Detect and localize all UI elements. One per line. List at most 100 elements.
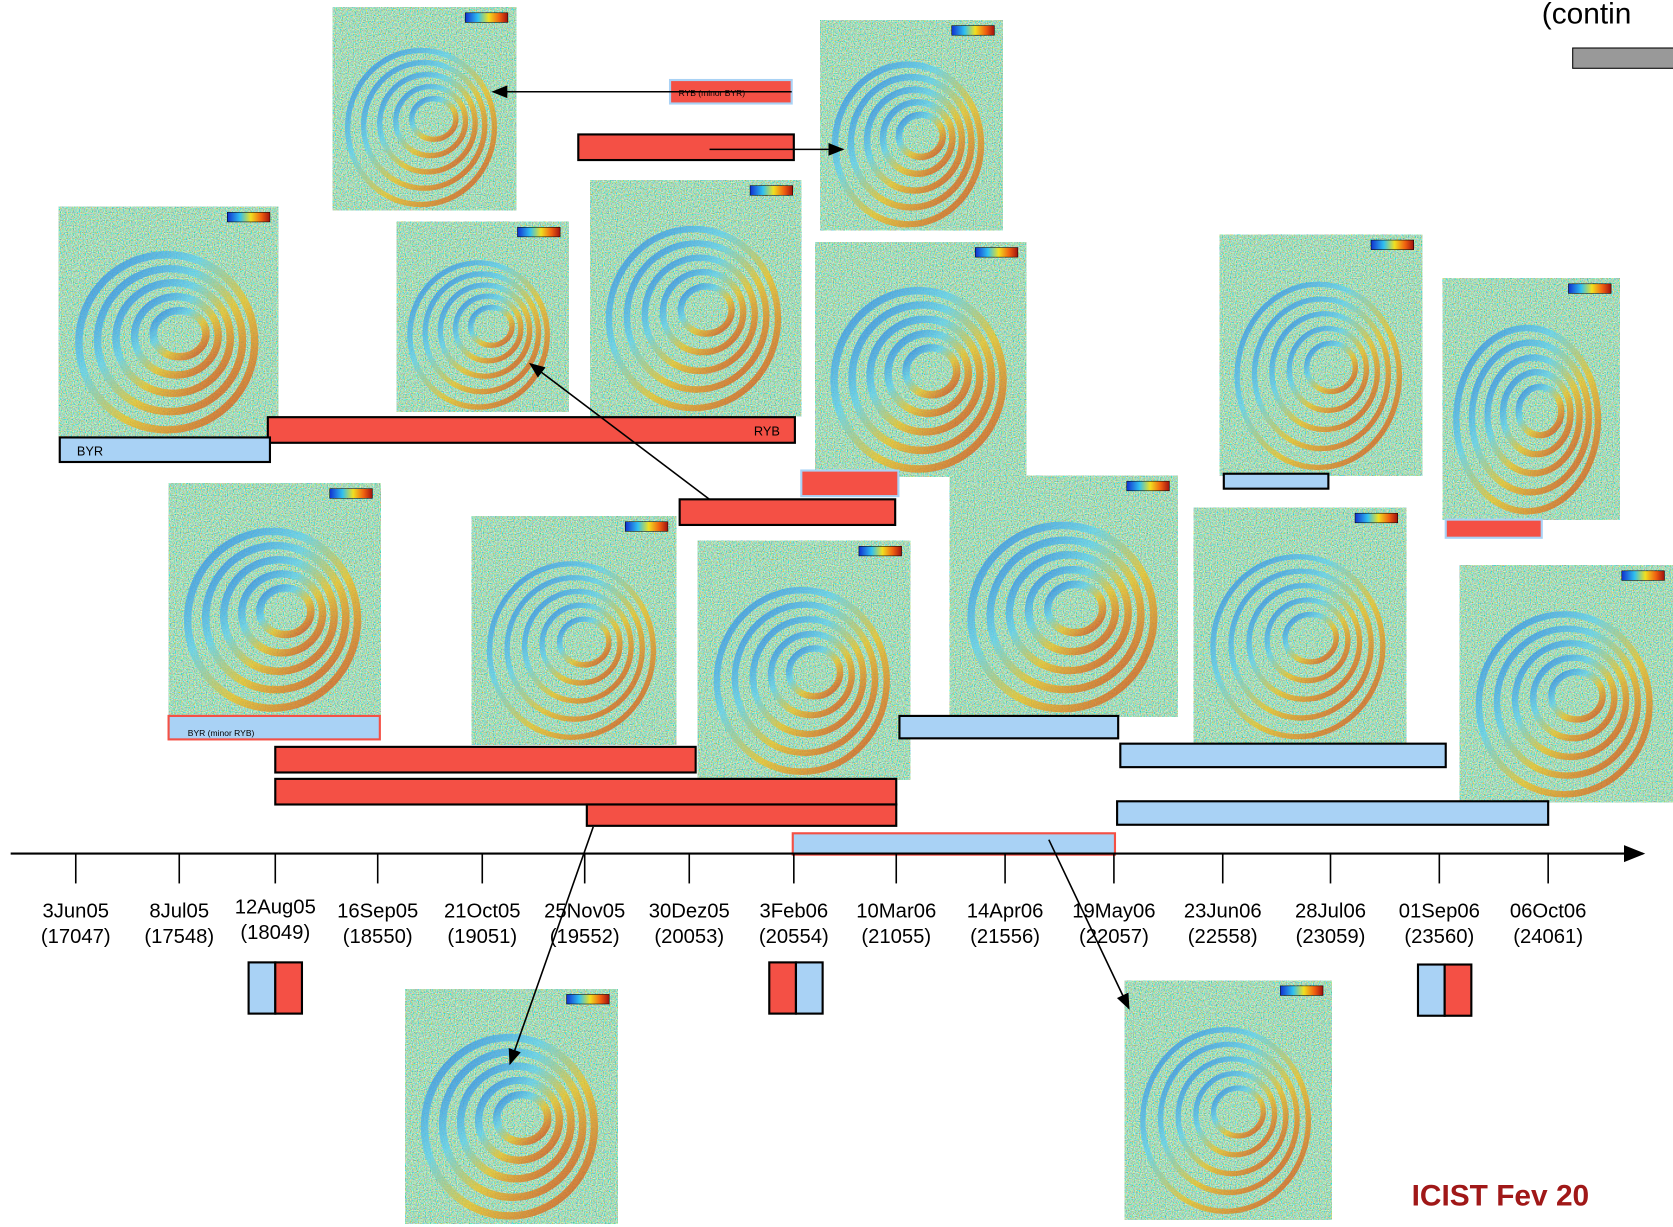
interferogram (1443, 278, 1620, 519)
noise-bg (405, 989, 617, 1224)
interferogram (1125, 981, 1332, 1220)
tick-orbit: (23059) (1296, 926, 1366, 948)
legend-box (796, 962, 823, 1013)
tick-date: 06Oct06 (1510, 901, 1587, 923)
tick-date: 14Apr06 (967, 901, 1044, 923)
legend-box (1418, 965, 1445, 1016)
noise-bg (1194, 508, 1406, 745)
tick-date: 3Feb06 (759, 901, 828, 923)
colorbar (625, 522, 668, 532)
tick-orbit: (20554) (759, 926, 829, 948)
interferogram (815, 242, 1026, 477)
interval-bar (680, 499, 896, 525)
interval-bar (801, 471, 898, 497)
colorbar (567, 994, 610, 1004)
interferogram (698, 541, 910, 780)
interferogram (169, 483, 381, 716)
header-text: (contin (1542, 0, 1632, 30)
tick-date: 30Dez05 (649, 901, 730, 923)
tick-orbit: (18550) (343, 926, 413, 948)
tick-date: 10Mar06 (856, 901, 936, 923)
noise-bg (59, 207, 279, 437)
interferogram (333, 7, 517, 210)
interval-bar (268, 417, 795, 443)
bar-label: RYB (minor BYR) (679, 88, 746, 98)
tick-date: 16Sep05 (337, 901, 418, 923)
tick-date: 01Sep06 (1399, 901, 1480, 923)
arrow (1049, 840, 1129, 1009)
noise-bg (590, 180, 801, 416)
tick-date: 3Jun05 (43, 901, 110, 923)
bar-label: BYR (minor RYB) (188, 728, 255, 738)
interferogram (405, 989, 617, 1224)
noise-bg (698, 541, 910, 780)
interval-bar (793, 833, 1115, 854)
page: {"header":{"text":"(contin"}, "bars":[{"… (0, 0, 1673, 1227)
noise-bg (472, 516, 677, 744)
noise-bg (1125, 981, 1332, 1220)
colorbar (227, 212, 270, 222)
colorbar (1568, 284, 1611, 294)
bar-label: BYR (77, 444, 103, 459)
interval-bar (275, 779, 896, 805)
tick-orbit: (23560) (1404, 926, 1474, 948)
tick-orbit: (21055) (861, 926, 931, 948)
interferogram (820, 20, 1002, 230)
legend-box (769, 962, 796, 1013)
colorbar (1622, 571, 1665, 581)
interferogram (1220, 235, 1423, 476)
slide: RYB (minor BYR) RYB BYR BYR (minor RYB) 3Jun… (0, 0, 1673, 1227)
tick-orbit: (17548) (144, 926, 214, 948)
interferogram (950, 476, 1178, 717)
colorbar (330, 489, 373, 499)
tick-orbit: (18049) (240, 922, 310, 944)
colorbar (859, 546, 902, 556)
interval-bar (1117, 801, 1548, 824)
interferogram (397, 222, 569, 412)
interval-bar (578, 134, 794, 160)
interferogram (472, 516, 677, 744)
tick-orbit: (19051) (447, 926, 517, 948)
legend-box (1445, 965, 1472, 1016)
interferogram (1194, 508, 1406, 745)
tick-date: 25Nov05 (544, 901, 625, 923)
colorbar (517, 227, 560, 237)
tick-date: 8Jul05 (149, 901, 209, 923)
noise-bg (333, 7, 517, 210)
tick-date: 23Jun06 (1184, 901, 1262, 923)
tick-date: 19May06 (1072, 901, 1155, 923)
tick-orbit: (22558) (1188, 926, 1258, 948)
legend-box (275, 962, 302, 1013)
tick-orbit: (20053) (654, 926, 724, 948)
tick-orbit: (21556) (970, 926, 1040, 948)
header-bar (1573, 48, 1673, 68)
colorbar (1127, 481, 1170, 491)
interferogram (59, 207, 279, 437)
colorbar (465, 13, 508, 23)
tick-date: 28Jul06 (1295, 901, 1366, 923)
colorbar (1355, 513, 1398, 523)
bar-label: RYB (754, 423, 780, 438)
colorbar (750, 186, 793, 196)
colorbar (975, 248, 1018, 258)
tick-orbit: (24061) (1513, 926, 1583, 948)
tick-orbit: (17047) (41, 926, 111, 948)
noise-bg (815, 242, 1026, 477)
interval-bar (1446, 520, 1542, 538)
tick-orbit: (22057) (1079, 926, 1149, 948)
noise-bg (1220, 235, 1423, 476)
interval-bar (587, 804, 896, 825)
tick-date: 12Aug05 (235, 896, 316, 918)
noise-bg (1460, 565, 1673, 802)
colorbar (952, 26, 995, 36)
noise-bg (169, 483, 381, 716)
interferogram (1460, 565, 1673, 802)
noise-bg (820, 20, 1002, 230)
interferogram (590, 180, 801, 416)
colorbar (1371, 240, 1414, 250)
noise-bg (950, 476, 1178, 717)
legend-box (249, 962, 276, 1013)
colorbar (1280, 986, 1323, 996)
interval-bar (899, 716, 1118, 738)
tick-date: 21Oct05 (444, 901, 521, 923)
